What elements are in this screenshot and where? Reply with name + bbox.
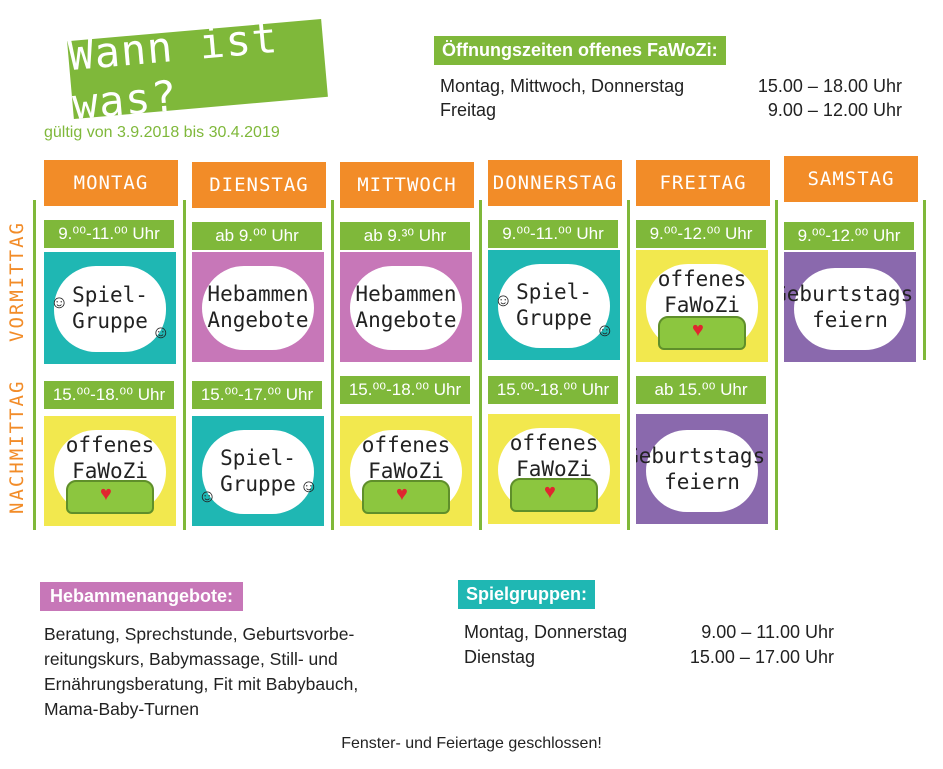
activity-label: Hebammen Angebote: [355, 281, 457, 332]
activity-label: offenes FaWoZi: [657, 267, 747, 318]
day-header-freitag: FREITAG: [636, 160, 770, 206]
column-divider: [775, 200, 778, 530]
day-header-dienstag: DIENSTAG: [192, 162, 326, 208]
time-tag: 15.⁰⁰-18.⁰⁰ Uhr: [44, 381, 174, 409]
column-divider: [331, 200, 334, 530]
heart-icon: ♥: [692, 319, 704, 341]
opening-hours-days: Freitag: [440, 100, 497, 120]
hebammen-line: Beratung, Sprechstunde, Geburtsvorbe-: [44, 624, 355, 644]
spielgruppen-days: Montag, Donnerstag: [464, 622, 628, 642]
activity-tile-spielgruppe: ☺ ☺ Spiel- Gruppe: [488, 250, 620, 360]
child-icon: ☺: [198, 486, 217, 506]
validity-period: gültig von 3.9.2018 bis 30.4.2019: [44, 124, 280, 141]
page-title: Wann ist was?: [66, 12, 280, 129]
afternoon-label: NACHMITTAG: [6, 379, 28, 514]
hebammen-line: reitungskurs, Babymassage, Still- und: [44, 649, 338, 669]
column-divider: [479, 200, 482, 530]
hebammen-label: Hebammenangebote:: [40, 582, 244, 611]
activity-label: Geburtstags- feiern: [636, 443, 768, 494]
activity-tile-geburtstag: Geburtstags- feiern: [636, 414, 768, 524]
activity-tile-spielgruppe: ☺ ☺ Spiel- Gruppe: [44, 252, 176, 364]
time-tag: 9.⁰⁰-11.⁰⁰ Uhr: [488, 220, 618, 248]
heart-icon: ♥: [396, 483, 408, 505]
activity-tile-hebammen: Hebammen Angebote: [340, 252, 472, 362]
hebammen-description: Beratung, Sprechstunde, Geburtsvorbe- re…: [44, 622, 404, 722]
activity-tile-fawozi: ♥ offenes FaWoZi: [340, 416, 472, 526]
sofa-icon: [658, 316, 746, 350]
time-tag: ab 9.⁰⁰ Uhr: [192, 222, 322, 250]
activity-tile-fawozi: ♥ offenes FaWoZi: [488, 414, 620, 524]
time-tag: ab 15.⁰⁰ Uhr: [636, 376, 766, 404]
sofa-icon: [510, 478, 598, 512]
column-divider: [923, 200, 926, 360]
time-tag: 15.⁰⁰-18.⁰⁰ Uhr: [488, 376, 618, 404]
sofa-icon: [66, 480, 154, 514]
column-divider: [33, 200, 36, 530]
sofa-icon: [362, 480, 450, 514]
time-tag: 9.⁰⁰-11.⁰⁰ Uhr: [44, 220, 174, 248]
activity-label: Spiel- Gruppe: [516, 279, 592, 330]
spielgruppen-days: Dienstag: [464, 647, 536, 667]
child-icon: ☺: [595, 320, 614, 340]
opening-hours-days: Montag, Mittwoch, Donnerstag: [440, 76, 685, 96]
opening-hours-time: 15.00 – 18.00 Uhr: [757, 76, 902, 96]
spielgruppen-row: Dienstag 15.00 – 17.00 Uhr: [464, 647, 834, 668]
spielgruppen-time: 9.00 – 11.00 Uhr: [701, 622, 834, 642]
time-tag: 9.⁰⁰-12.⁰⁰ Uhr: [636, 220, 766, 248]
activity-tile-spielgruppe: ☺ ☺ Spiel- Gruppe: [192, 416, 324, 526]
opening-hours-label: Öffnungszeiten offenes FaWoZi:: [434, 36, 726, 65]
heart-icon: ♥: [544, 481, 556, 503]
activity-label: offenes FaWoZi: [65, 433, 155, 484]
morning-label: VORMITTAG: [6, 221, 28, 342]
heart-icon: ♥: [100, 483, 112, 505]
time-tag: ab 9.³⁰ Uhr: [340, 222, 470, 250]
spielgruppen-time: 15.00 – 17.00 Uhr: [689, 647, 834, 667]
activity-tile-fawozi: ♥ offenes FaWoZi: [636, 250, 768, 362]
day-header-donnerstag: DONNERSTAG: [488, 160, 622, 206]
spielgruppen-row: Montag, Donnerstag 9.00 – 11.00 Uhr: [464, 622, 834, 643]
time-tag: 15.⁰⁰-17.⁰⁰ Uhr: [192, 381, 322, 409]
closed-note: Fenster- und Feiertage geschlossen!: [341, 735, 602, 752]
opening-hours-row: Montag, Mittwoch, Donnerstag 15.00 – 18.…: [440, 76, 902, 97]
activity-tile-fawozi: ♥ offenes FaWoZi: [44, 416, 176, 526]
day-header-samstag: SAMSTAG: [784, 156, 918, 202]
hebammen-line: Mama-Baby-Turnen: [44, 699, 199, 719]
activity-tile-geburtstag: Geburtstags- feiern: [784, 252, 916, 362]
activity-label: Hebammen Angebote: [207, 281, 309, 332]
child-icon: ☺: [299, 476, 318, 496]
child-icon: ☺: [494, 290, 513, 310]
child-icon: ☺: [50, 292, 69, 312]
time-tag: 9.⁰⁰-12.⁰⁰ Uhr: [784, 222, 914, 250]
activity-tile-hebammen: Hebammen Angebote: [192, 252, 324, 362]
title-banner: Wann ist was?: [66, 13, 328, 129]
activity-label: offenes FaWoZi: [361, 433, 451, 484]
opening-hours-time: 9.00 – 12.00 Uhr: [767, 100, 902, 120]
time-tag: 15.⁰⁰-18.⁰⁰ Uhr: [340, 376, 470, 404]
day-header-mittwoch: MITTWOCH: [340, 162, 474, 208]
day-header-montag: MONTAG: [44, 160, 178, 206]
activity-label: Geburtstags- feiern: [784, 281, 916, 332]
child-icon: ☺: [151, 322, 170, 342]
column-divider: [627, 200, 630, 530]
column-divider: [183, 200, 186, 530]
activity-label: Spiel- Gruppe: [220, 445, 296, 496]
hebammen-line: Ernährungsberatung, Fit mit Babybauch,: [44, 674, 359, 694]
opening-hours-row: Freitag 9.00 – 12.00 Uhr: [440, 100, 902, 121]
activity-label: offenes FaWoZi: [509, 431, 599, 482]
activity-label: Spiel- Gruppe: [72, 282, 148, 333]
spielgruppen-label: Spielgruppen:: [458, 580, 595, 609]
